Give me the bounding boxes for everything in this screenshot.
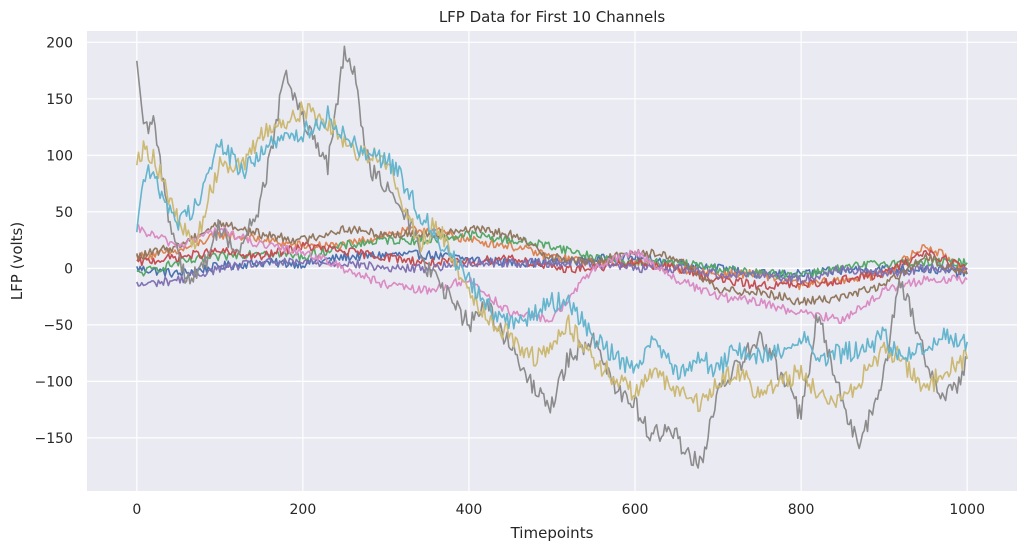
series-line-5: [136, 257, 968, 288]
y-tick-label: −100: [35, 374, 73, 390]
series-line-10: [136, 105, 968, 381]
x-tick-label: 800: [788, 502, 815, 518]
x-tick-label: 0: [132, 502, 141, 518]
x-tick-label: 600: [622, 502, 649, 518]
series-group: [136, 45, 968, 469]
y-axis-label: LFP (volts): [8, 222, 26, 300]
series-line-6: [136, 220, 968, 306]
y-tick-label: −150: [35, 431, 73, 447]
x-tick-label: 200: [290, 502, 317, 518]
x-axis-label: Timepoints: [510, 524, 594, 542]
y-tick-label: 50: [55, 205, 73, 221]
series-line-7: [136, 224, 968, 325]
chart-title: LFP Data for First 10 Channels: [439, 8, 666, 26]
series-line-4: [136, 241, 968, 291]
y-tick-label: −50: [43, 318, 73, 334]
y-tick-label: 0: [64, 261, 73, 277]
x-tick-label: 400: [456, 502, 483, 518]
y-tick-label: 150: [46, 92, 73, 108]
y-tick-labels: −150 −100 −50 0 50 100 150 200: [35, 35, 73, 447]
y-tick-label: 100: [46, 148, 73, 164]
x-tick-label: 1000: [949, 502, 985, 518]
x-tick-labels: 0 200 400 600 800 1000: [132, 502, 985, 518]
y-tick-label: 200: [46, 35, 73, 51]
series-line-9: [136, 101, 968, 413]
